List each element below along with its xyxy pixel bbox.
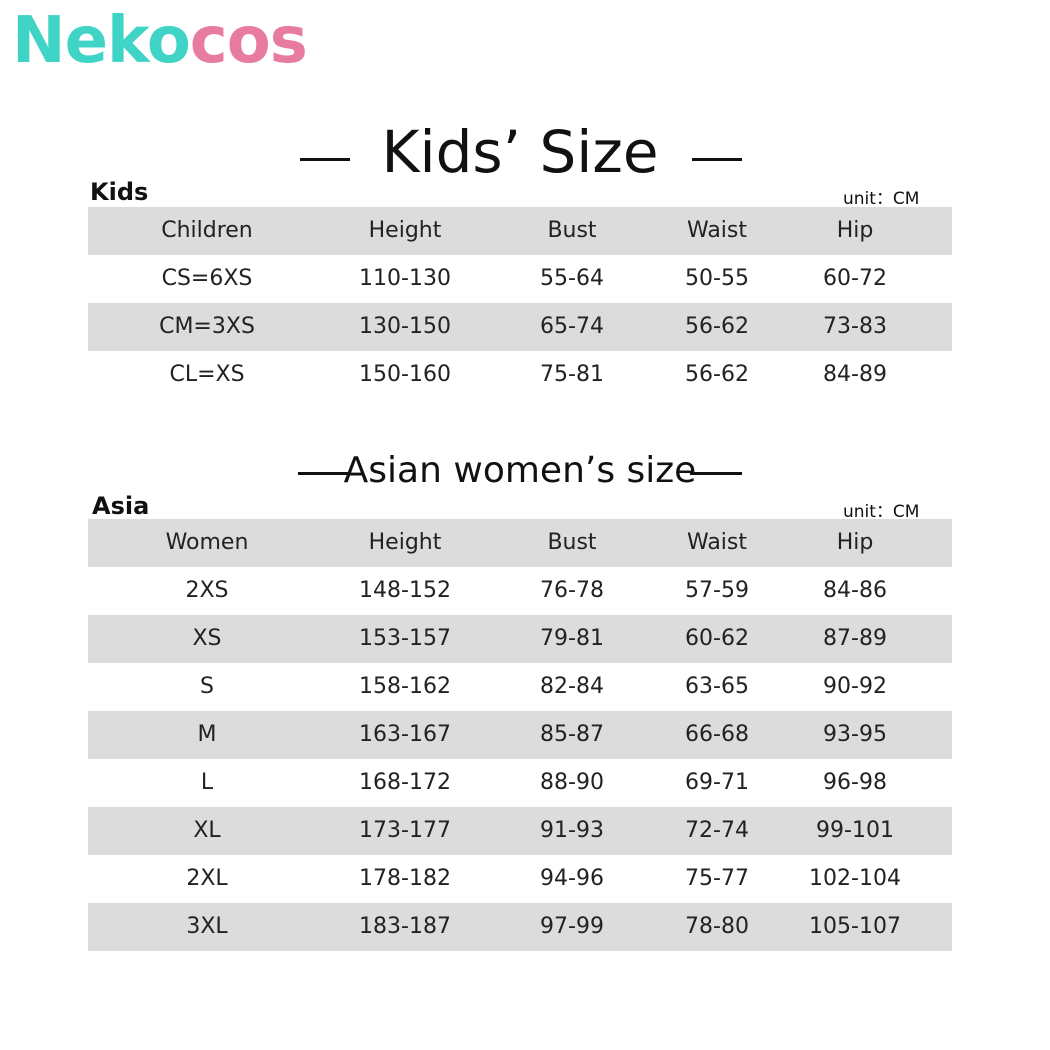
cell: 66-68 (685, 722, 749, 747)
cell: 75-77 (685, 866, 749, 891)
cell: 148-152 (359, 578, 451, 603)
logo-part: cos (189, 4, 308, 78)
cell: 150-160 (359, 362, 451, 387)
cell: XL (193, 818, 221, 843)
header-cell: Hip (836, 218, 874, 243)
cell: 102-104 (809, 866, 901, 891)
dash (298, 472, 350, 475)
cell: 87-89 (823, 626, 887, 651)
cell: 178-182 (359, 866, 451, 891)
cell: 57-59 (685, 578, 749, 603)
cell: 110-130 (359, 266, 451, 291)
cell: 79-81 (540, 626, 604, 651)
cell: XS (192, 626, 222, 651)
section-label: Kids (90, 178, 149, 206)
dash (692, 158, 742, 161)
cell: 73-83 (823, 314, 887, 339)
unit: unit：CM (843, 502, 920, 522)
row-background (88, 207, 952, 255)
cell: 50-55 (685, 266, 749, 291)
cell: L (200, 770, 214, 795)
cell: 75-81 (540, 362, 604, 387)
header-cell: Women (165, 530, 249, 555)
row-background (88, 807, 952, 855)
unit: unit：CM (843, 189, 920, 209)
header-cell: Children (161, 218, 253, 243)
section-title: Kids’ Size (381, 118, 659, 186)
cell: 65-74 (540, 314, 604, 339)
cell: 130-150 (359, 314, 451, 339)
cell: 93-95 (823, 722, 887, 747)
cell: 85-87 (540, 722, 604, 747)
cell: 63-65 (685, 674, 749, 699)
cell: 56-62 (685, 314, 749, 339)
logo: Nekocos (12, 4, 308, 78)
cell: 99-101 (816, 818, 894, 843)
cell: 84-89 (823, 362, 887, 387)
section-label: Asia (92, 492, 150, 520)
row-background (88, 903, 952, 951)
cell: 72-74 (685, 818, 749, 843)
cell: 183-187 (359, 914, 451, 939)
cell: 168-172 (359, 770, 451, 795)
cell: 90-92 (823, 674, 887, 699)
cell: 97-99 (540, 914, 604, 939)
cell: 3XL (186, 914, 228, 939)
header-cell: Bust (547, 530, 597, 555)
cell: 2XS (185, 578, 229, 603)
cell: 69-71 (685, 770, 749, 795)
header-cell: Height (368, 218, 442, 243)
cell: 56-62 (685, 362, 749, 387)
cell: S (200, 674, 214, 699)
row-background (88, 303, 952, 351)
logo-part: Neko (12, 4, 191, 78)
cell: 91-93 (540, 818, 604, 843)
cell: 96-98 (823, 770, 887, 795)
cell: 173-177 (359, 818, 451, 843)
cell: 163-167 (359, 722, 451, 747)
cell: 60-72 (823, 266, 887, 291)
header-cell: Waist (686, 218, 748, 243)
cell: 78-80 (685, 914, 749, 939)
cell: 158-162 (359, 674, 451, 699)
cell: 84-86 (823, 578, 887, 603)
header-cell: Waist (686, 530, 748, 555)
cell: CL=XS (169, 362, 245, 387)
cell: 153-157 (359, 626, 451, 651)
cell: 94-96 (540, 866, 604, 891)
row-background (88, 519, 952, 567)
cell: 88-90 (540, 770, 604, 795)
cell: M (197, 722, 217, 747)
header-cell: Hip (836, 530, 874, 555)
cell: 55-64 (540, 266, 604, 291)
cell: 105-107 (809, 914, 901, 939)
dash (690, 472, 742, 475)
cell: CM=3XS (159, 314, 255, 339)
header-cell: Bust (547, 218, 597, 243)
row-background (88, 711, 952, 759)
cell: 60-62 (685, 626, 749, 651)
cell: 82-84 (540, 674, 604, 699)
row-background (88, 615, 952, 663)
cell: 76-78 (540, 578, 604, 603)
section-title: Asian women’s size (343, 450, 697, 491)
cell: CS=6XS (161, 266, 253, 291)
cell: 2XL (186, 866, 228, 891)
dash (300, 158, 350, 161)
header-cell: Height (368, 530, 442, 555)
